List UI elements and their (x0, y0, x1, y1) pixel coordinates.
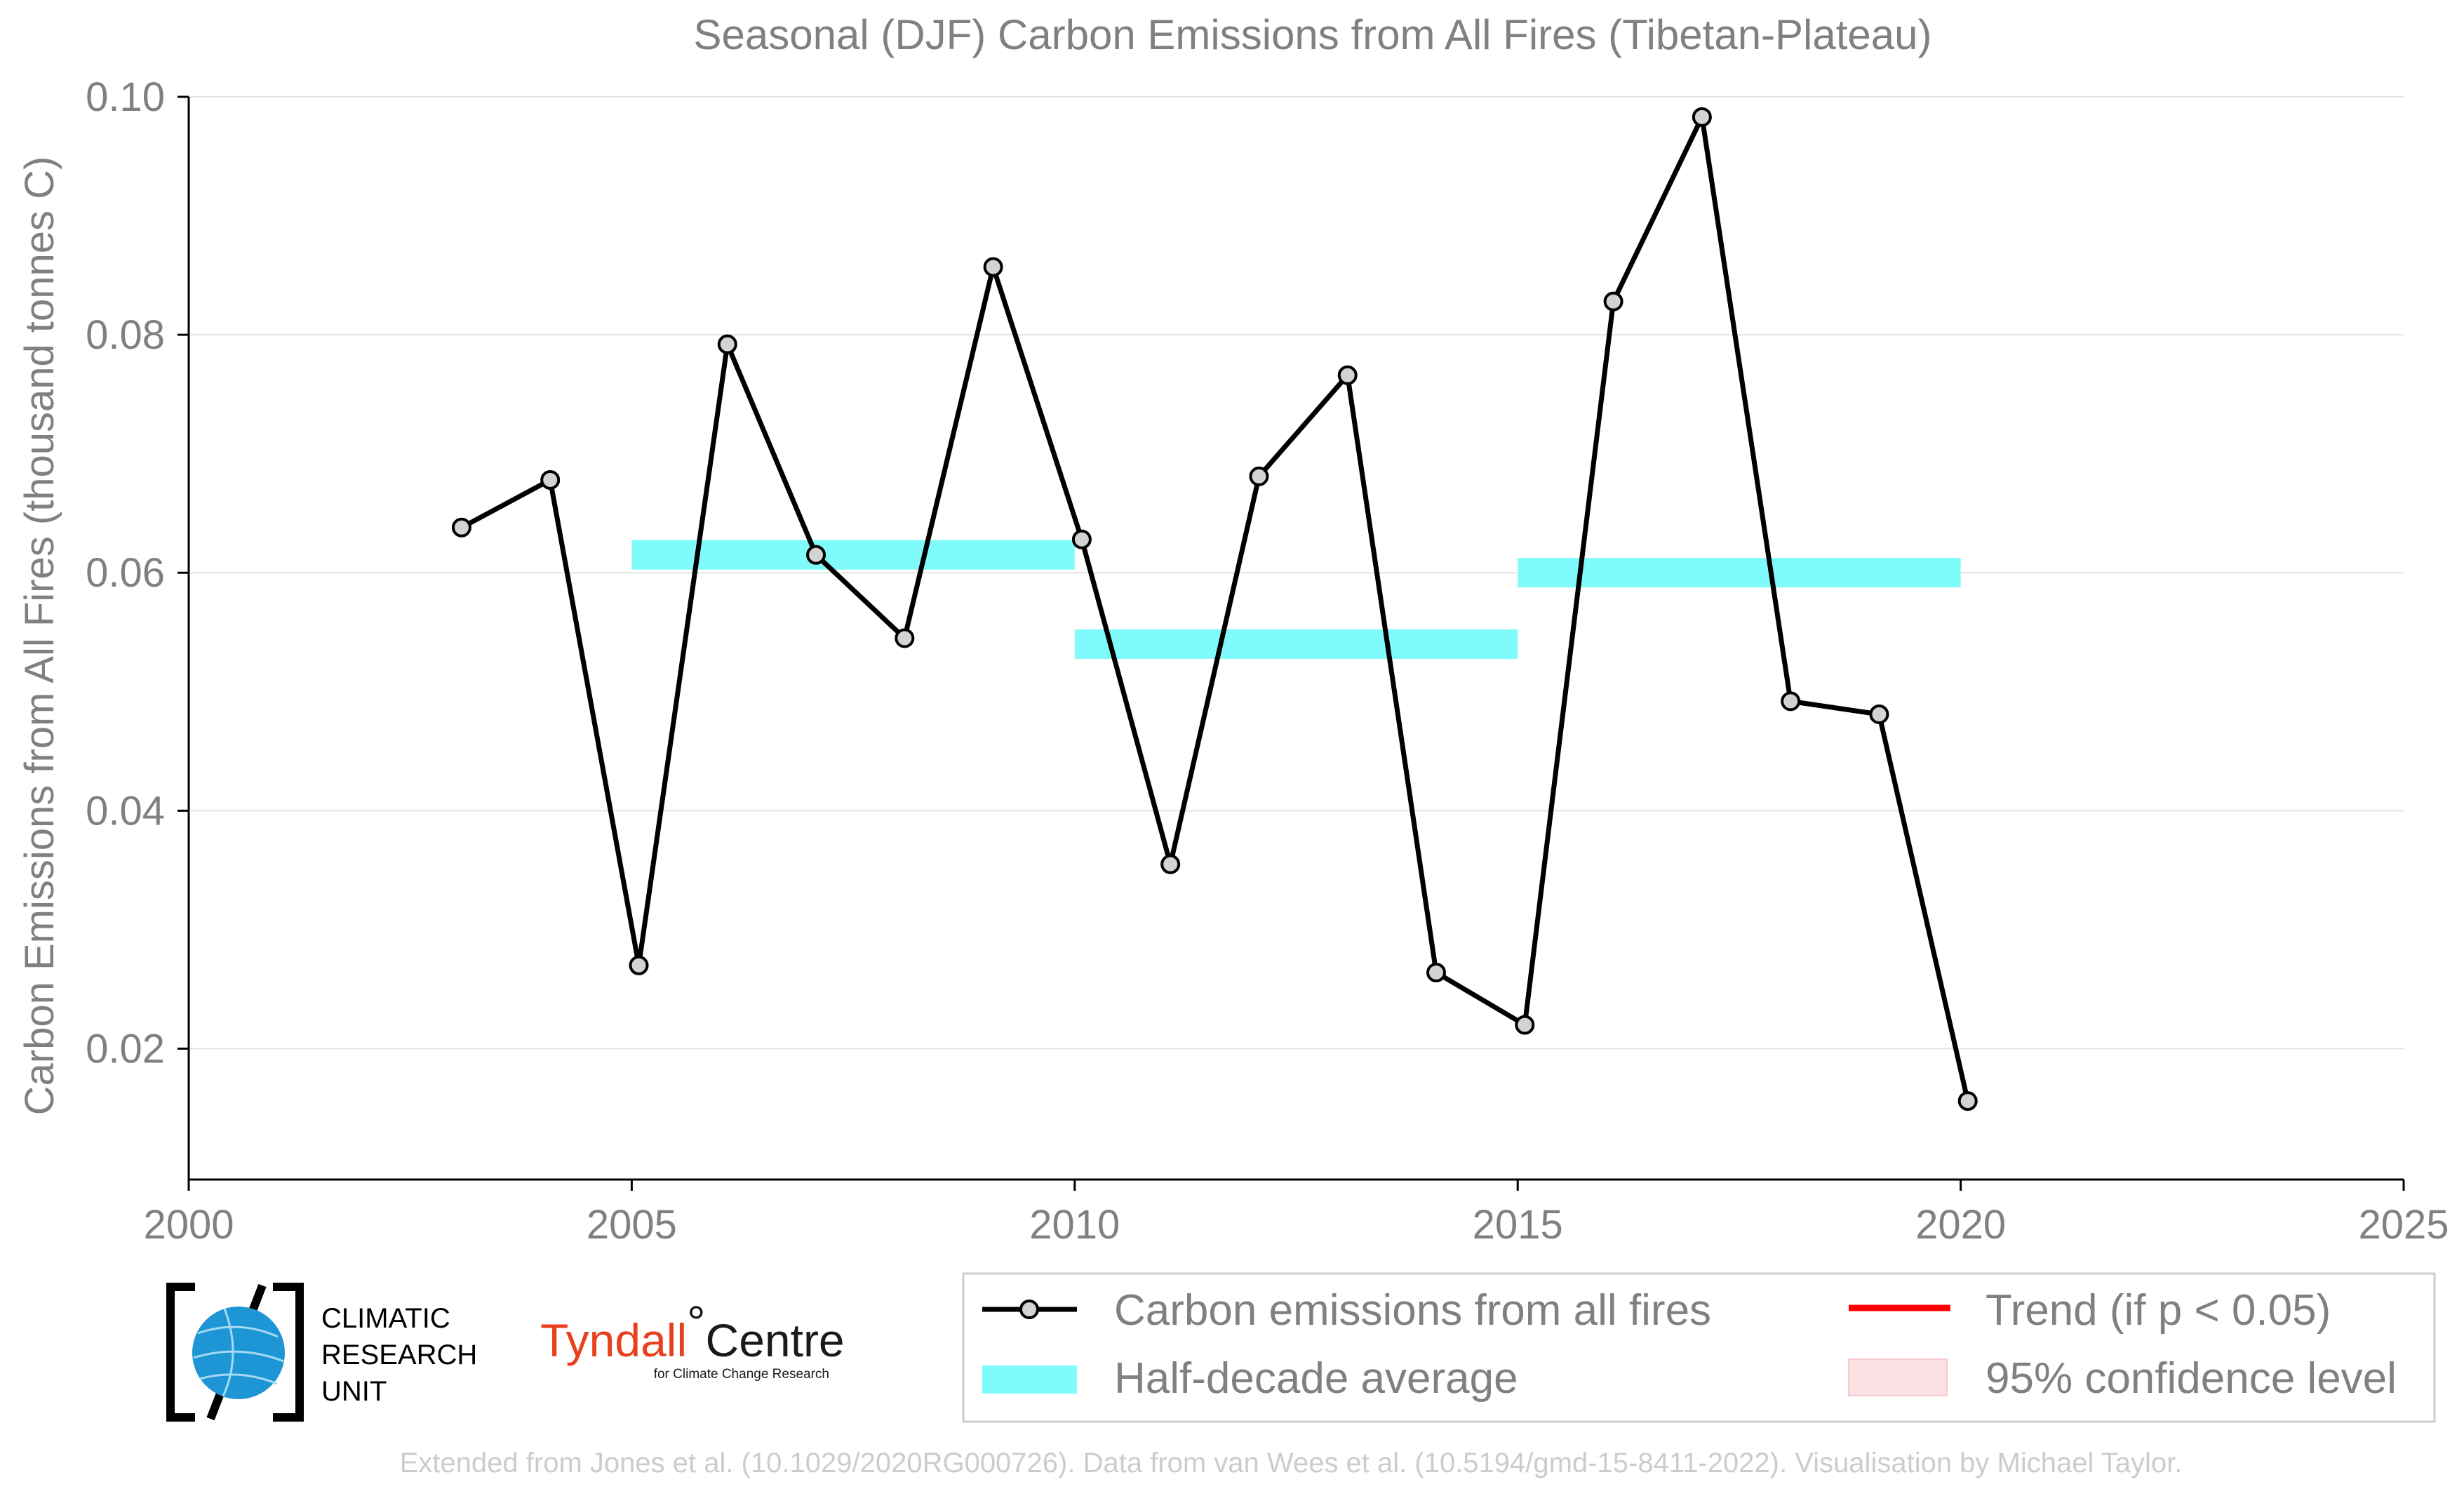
globe-contours (193, 1308, 284, 1397)
x-tick-label: 2005 (587, 1202, 677, 1248)
x-tick-label: 2000 (143, 1202, 234, 1248)
globe-icon (192, 1307, 285, 1399)
data-point (1781, 691, 1801, 712)
data-point (1603, 291, 1623, 312)
legend-label-emissions: Carbon emissions from all fires (1114, 1286, 1711, 1335)
y-tick-label: 0.06 (86, 550, 165, 596)
data-point (1692, 107, 1712, 127)
half-decade-bands (631, 540, 1961, 659)
data-point (540, 469, 561, 490)
data-point (1426, 962, 1447, 982)
axis-ticks: 0.02 0.04 0.06 0.08 0.10 2000 2005 2010 2015 2020… (86, 74, 2449, 1248)
x-tick-label: 2010 (1029, 1202, 1120, 1248)
tyndall-name: Tyndall (540, 1314, 687, 1366)
data-point (1071, 529, 1092, 549)
tyndall-wordmark: Tyndall°Centre (540, 1296, 845, 1366)
emissions-series (460, 114, 1971, 1102)
gridlines (189, 96, 2404, 1050)
data-point (1957, 1091, 1978, 1111)
data-point (629, 955, 649, 975)
emissions-markers (451, 107, 1978, 1111)
y-tick-label: 0.10 (86, 74, 165, 120)
data-point (806, 545, 826, 565)
data-point (1160, 854, 1181, 874)
chart-title: Seasonal (DJF) Carbon Emissions from All… (693, 11, 1931, 58)
tyndall-centre: Centre (706, 1314, 845, 1366)
data-point (983, 257, 1003, 277)
legend-label-trend: Trend (if p < 0.05) (1986, 1286, 2331, 1335)
data-point (1869, 704, 1889, 725)
data-point (1337, 365, 1358, 385)
legend-marker-swatch (1019, 1300, 1039, 1319)
x-tick-label: 2015 (1473, 1202, 1563, 1248)
y-axis-label: Carbon Emissions from All Fires (thousan… (17, 156, 62, 1116)
legend-frame (962, 1272, 2436, 1423)
cru-logo: CLIMATIC RESEARCH UNIT (166, 1283, 477, 1422)
cru-bracket-left (166, 1283, 195, 1422)
footer-credit: Extended from Jones et al. (10.1029/2020… (400, 1448, 2183, 1478)
cru-name-line-3: UNIT (321, 1376, 387, 1407)
legend-band-swatch (982, 1365, 1077, 1394)
data-point (1515, 1015, 1535, 1035)
legend-label-half-decade: Half-decade average (1114, 1354, 1518, 1403)
tyndall-subtitle: for Climate Change Research (654, 1367, 829, 1382)
cru-bracket-right (273, 1283, 304, 1422)
half-decade-band (1518, 558, 1961, 588)
y-tick-label: 0.08 (86, 312, 165, 358)
tyndall-logo: Tyndall°Centre for Climate Change Resear… (540, 1296, 845, 1382)
data-point (451, 517, 471, 537)
y-tick-label: 0.02 (86, 1026, 165, 1071)
x-tick-label: 2025 (2358, 1202, 2449, 1248)
legend-confidence-swatch (1848, 1358, 1948, 1396)
data-point (895, 628, 915, 648)
data-point (1249, 466, 1269, 486)
half-decade-band (1074, 629, 1518, 659)
y-tick-label: 0.04 (86, 788, 165, 834)
cru-name-line-2: RESEARCH (321, 1340, 477, 1370)
half-decade-band (631, 540, 1075, 570)
x-tick-label: 2020 (1915, 1202, 2006, 1248)
cru-name-line-1: CLIMATIC (321, 1303, 450, 1334)
legend: Carbon emissions from all fires Half-dec… (962, 1272, 2436, 1423)
legend-label-confidence: 95% confidence level (1986, 1354, 2397, 1403)
emissions-line (460, 114, 1971, 1102)
data-point (717, 334, 737, 354)
tyndall-degree: ° (687, 1296, 705, 1348)
